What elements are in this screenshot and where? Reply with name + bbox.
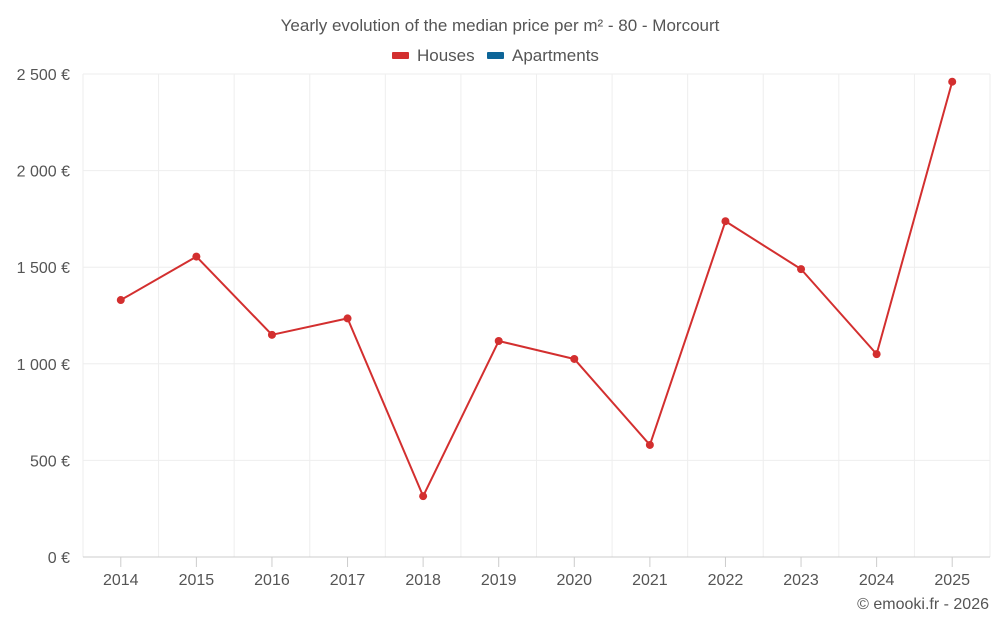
y-tick-label: 2 000 € [17, 164, 70, 181]
y-tick-label: 1 500 € [17, 260, 70, 277]
grid [82, 73, 991, 558]
series-houses [116, 77, 957, 501]
legend-item-apartments[interactable]: Apartments [487, 46, 599, 65]
x-tick-label: 2019 [481, 572, 517, 589]
data-point-houses-2022[interactable] [721, 217, 730, 226]
data-point-houses-2016[interactable] [267, 330, 276, 339]
x-tick-label: 2015 [179, 572, 215, 589]
x-axis-ticks: 2014 2015 2016 2017 2018 2019 2020 2021 2022 2023… [103, 557, 970, 589]
legend-swatch-apartments [487, 52, 504, 59]
series-line-houses [120, 81, 954, 498]
legend-swatch-houses [392, 52, 409, 59]
data-point-houses-2024[interactable] [872, 350, 881, 359]
legend-item-houses[interactable]: Houses [392, 46, 475, 65]
x-tick-label: 2024 [859, 572, 895, 589]
x-tick-label: 2021 [632, 572, 668, 589]
x-tick-label: 2025 [934, 572, 970, 589]
data-point-houses-2017[interactable] [343, 314, 352, 323]
legend-label-apartments: Apartments [512, 46, 599, 65]
data-point-houses-2015[interactable] [192, 252, 201, 261]
data-point-houses-2020[interactable] [570, 354, 579, 363]
x-tick-label: 2016 [254, 572, 290, 589]
y-tick-label: 500 € [30, 453, 70, 470]
y-tick-label: 0 € [48, 550, 70, 567]
y-tick-label: 1 000 € [17, 357, 70, 374]
chart-title: Yearly evolution of the median price per… [281, 16, 720, 35]
credit-text: © emooki.fr - 2026 [857, 596, 989, 613]
x-tick-label: 2018 [405, 572, 441, 589]
data-point-houses-2019[interactable] [494, 337, 503, 346]
data-point-houses-2018[interactable] [419, 492, 428, 501]
data-point-houses-2021[interactable] [645, 440, 654, 449]
y-tick-label: 2 500 € [17, 67, 70, 84]
data-point-houses-2023[interactable] [797, 265, 806, 274]
x-tick-label: 2023 [783, 572, 819, 589]
x-tick-label: 2017 [330, 572, 366, 589]
y-axis-ticks: 0 € 500 € 1 000 € 1 500 € 2 000 € 2 500 € [17, 67, 70, 567]
x-tick-label: 2020 [556, 572, 592, 589]
data-point-houses-2025[interactable] [948, 77, 957, 86]
legend: Houses Apartments [392, 46, 599, 65]
legend-label-houses: Houses [417, 46, 475, 65]
x-tick-label: 2014 [103, 572, 139, 589]
data-point-houses-2014[interactable] [116, 296, 125, 305]
x-tick-label: 2022 [708, 572, 744, 589]
